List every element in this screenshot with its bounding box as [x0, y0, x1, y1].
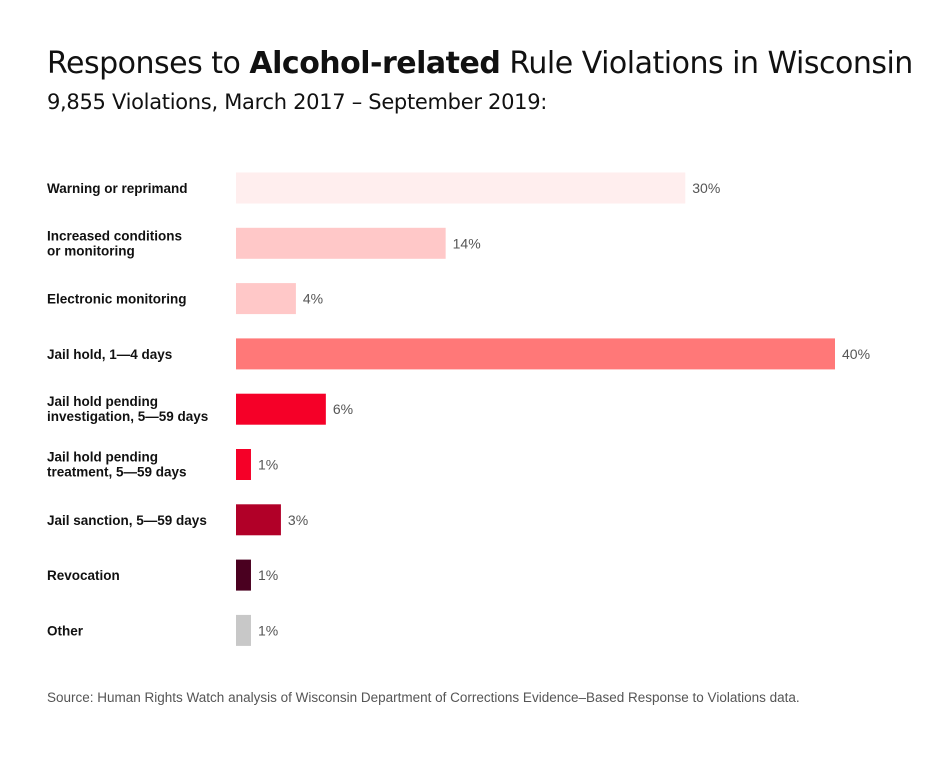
- bar: [236, 283, 296, 315]
- category-label: Jail hold pending treatment, 5—59 days: [47, 450, 187, 480]
- value-label: 14%: [453, 235, 481, 251]
- bar: [236, 449, 251, 480]
- value-label: 40%: [842, 346, 870, 362]
- category-label: Other: [47, 623, 84, 638]
- source-note: Source: Human Rights Watch analysis of W…: [47, 690, 800, 705]
- value-label: 1%: [258, 622, 278, 638]
- value-label: 1%: [258, 457, 278, 473]
- category-label: Increased conditions or monitoring: [47, 228, 182, 258]
- bar: [236, 393, 326, 425]
- value-label: 3%: [288, 512, 308, 528]
- value-label: 4%: [303, 291, 323, 307]
- category-label: Warning or reprimand: [47, 181, 188, 196]
- title-bold: Alcohol-related: [249, 46, 501, 81]
- value-label: 6%: [333, 401, 353, 417]
- bar: [236, 504, 281, 536]
- category-label: Electronic monitoring: [47, 292, 187, 307]
- value-label: 1%: [258, 567, 278, 583]
- bar: [236, 227, 446, 259]
- chart-title: Responses to Alcohol-related Rule Violat…: [47, 46, 913, 81]
- title-part: Rule Violations in Wisconsin: [500, 46, 913, 81]
- title-part: Responses to: [47, 46, 250, 81]
- bar: [236, 614, 251, 646]
- category-label: Jail sanction, 5—59 days: [47, 513, 207, 528]
- chart-subtitle: 9,855 Violations, March 2017 – September…: [47, 90, 548, 114]
- bar: [236, 172, 686, 204]
- category-label: Revocation: [47, 568, 120, 583]
- category-label: Jail hold, 1—4 days: [47, 347, 172, 362]
- bar: [236, 559, 251, 591]
- category-label: Jail hold pending investigation, 5—59 day…: [47, 394, 208, 424]
- bar: [236, 338, 835, 370]
- value-label: 30%: [692, 180, 720, 196]
